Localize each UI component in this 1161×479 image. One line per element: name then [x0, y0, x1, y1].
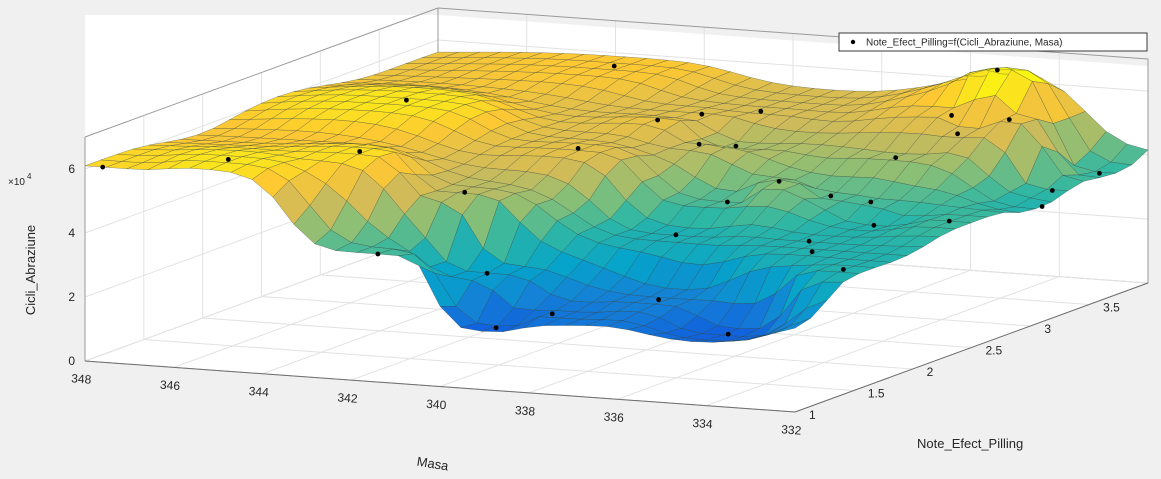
data-point [1006, 117, 1012, 122]
data-point [549, 311, 555, 317]
x-axis-label: Masa [416, 454, 451, 474]
x-tick-label: 342 [337, 390, 358, 405]
data-point [841, 267, 846, 272]
x-tick-label: 332 [781, 422, 802, 437]
y-tick-label: 1.5 [868, 387, 885, 401]
y-tick-label: 2 [927, 365, 934, 379]
data-point [828, 193, 834, 199]
x-tick-label: 340 [426, 397, 447, 412]
data-point [733, 143, 739, 149]
axis-edge [84, 360, 796, 413]
data-point [946, 218, 952, 224]
x-tick-label: 344 [248, 384, 269, 399]
data-point [404, 97, 409, 103]
z-tick-label: 2 [68, 290, 75, 304]
z-exponent: ×10 4 [8, 172, 32, 188]
legend-marker [850, 39, 856, 45]
legend-box [838, 32, 1148, 52]
data-point [656, 297, 661, 303]
tick-labels: 348 346 344 342 340 338 336 334 332 1 1.5 2 2.5 3 3.5 4… [68, 162, 1120, 438]
data-point [949, 113, 954, 118]
z-tick-label: 4 [68, 226, 75, 240]
data-point [758, 108, 764, 114]
x-tick-label: 334 [692, 416, 713, 431]
box-edge [84, 7, 439, 138]
x-tick-label: 336 [603, 410, 624, 425]
data-point [655, 117, 660, 123]
data-point [871, 222, 877, 228]
data-point [776, 178, 782, 184]
data-markers [100, 63, 1102, 337]
y-tick-label: 2.5 [986, 344, 1003, 358]
data-point [575, 146, 581, 151]
axis-edge [794, 282, 1149, 413]
data-point [462, 189, 468, 195]
data-point [1039, 204, 1045, 209]
data-point [725, 199, 730, 205]
data-point [955, 131, 960, 137]
z-exponent-base: ×10 [8, 177, 25, 188]
data-point [673, 232, 679, 238]
data-point [725, 331, 731, 337]
data-point [1097, 170, 1102, 176]
data-point [868, 199, 874, 205]
surface-mesh [84, 51, 1149, 343]
data-point [809, 249, 815, 255]
data-point [893, 155, 899, 161]
z-axis-label: Cicli_Abraziune [23, 225, 38, 315]
z-exponent-power: 4 [27, 172, 32, 181]
data-point [493, 325, 499, 331]
data-point [806, 238, 812, 244]
y-tick-label: 3.5 [1103, 301, 1120, 315]
z-tick-label: 0 [68, 354, 75, 368]
legend: Note_Efect_Pilling=f(Cicli_Abraziune, Ma… [838, 32, 1148, 52]
x-tick-label: 338 [515, 403, 536, 418]
floor-grid-y [143, 339, 854, 391]
data-point [225, 157, 231, 162]
surface-patch [1110, 143, 1149, 165]
x-tick-label: 348 [71, 371, 92, 386]
data-point [699, 111, 705, 117]
y-tick-label: 1 [809, 408, 816, 422]
y-axis-label: Note_Efect_Pilling [917, 436, 1023, 451]
data-point [1049, 188, 1055, 193]
x-tick-label: 346 [160, 378, 181, 393]
y-tick-label: 3 [1044, 322, 1051, 336]
data-point [484, 270, 490, 276]
data-point [375, 251, 381, 257]
data-point [696, 141, 702, 147]
z-tick-label: 6 [68, 162, 75, 176]
data-point [611, 63, 617, 69]
data-point [100, 164, 106, 170]
data-point [357, 149, 363, 154]
legend-label: Note_Efect_Pilling=f(Cicli_Abraziune, Ma… [866, 38, 1062, 49]
data-point [994, 67, 1000, 73]
floor-grid-y [202, 317, 913, 370]
